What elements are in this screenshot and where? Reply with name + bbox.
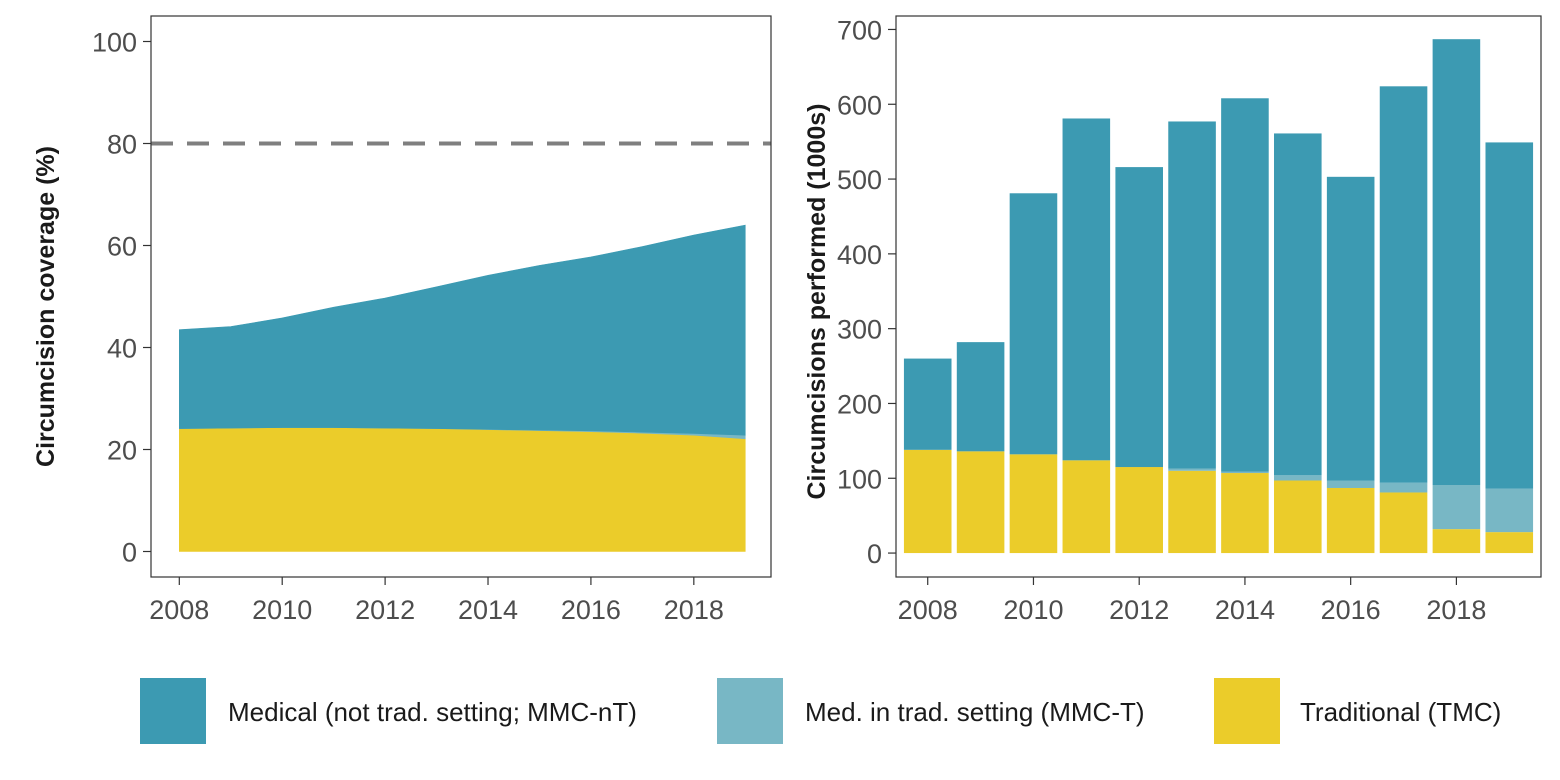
coverage-x-tick-label: 2008: [149, 595, 209, 625]
coverage-y-tick-label: 20: [107, 436, 137, 466]
legend-label-tmc: Traditional (TMC): [1300, 697, 1501, 727]
bar-mmc-t-2015: [1274, 475, 1322, 481]
circumcisions-y-tick-label: 400: [837, 240, 882, 270]
bar-mmc-t-2016: [1326, 480, 1375, 488]
legend-key-tmc: [1214, 678, 1280, 744]
bar-traditional-tmc-2012: [1115, 467, 1163, 554]
bar-mmc-t-2019: [1485, 488, 1534, 533]
legend-label-mmc-nt: Medical (not trad. setting; MMC-nT): [228, 697, 637, 727]
bar-mmc-nt-2013: [1168, 121, 1216, 469]
legend: Medical (not trad. setting; MMC-nT) Med.…: [140, 678, 1501, 744]
bar-traditional-tmc-2011: [1062, 460, 1111, 554]
bar-mmc-nt-2012: [1115, 167, 1163, 468]
bar-mmc-nt-2018: [1432, 39, 1481, 485]
bar-mmc-t-2018: [1432, 485, 1481, 530]
circumcisions-y-tick-label: 500: [837, 165, 882, 195]
bar-mmc-nt-2011: [1062, 118, 1111, 461]
circumcisions-y-tick-label: 100: [837, 464, 882, 494]
bar-mmc-nt-2016: [1326, 176, 1375, 481]
circumcisions-x-tick-label: 2012: [1109, 595, 1169, 625]
bar-traditional-tmc-2009: [956, 451, 1005, 554]
circumcisions-x-tick-label: 2010: [1003, 595, 1063, 625]
legend-key-mmc-t: [717, 678, 783, 744]
bar-traditional-tmc-2019: [1485, 532, 1534, 554]
bar-traditional-tmc-2015: [1274, 480, 1322, 554]
circumcisions-y-tick-label: 300: [837, 315, 882, 345]
coverage-area-layers: [179, 224, 746, 552]
bar-traditional-tmc-2010: [1009, 454, 1058, 554]
coverage-plot-frame: [150, 15, 772, 578]
bar-mmc-t-2013: [1168, 468, 1216, 471]
coverage-y-tick-label: 0: [122, 538, 137, 568]
coverage-x-tick-label: 2018: [664, 595, 724, 625]
circumcisions-y-axis-title: Circumcisions performed (1000s): [803, 104, 831, 500]
circumcisions-x-tick-label: 2016: [1321, 595, 1381, 625]
bar-mmc-nt-2014: [1221, 98, 1269, 472]
coverage-y-tick-label: 40: [107, 334, 137, 364]
circumcisions-plot-frame: [895, 15, 1542, 578]
coverage-y-axis-title: Circumcision coverage (%): [32, 146, 60, 467]
bar-mmc-t-2014: [1221, 471, 1269, 474]
bar-mmc-nt-2015: [1274, 133, 1322, 476]
bar-mmc-nt-2019: [1485, 142, 1534, 489]
coverage-x-tick-label: 2010: [252, 595, 312, 625]
bar-traditional-tmc-2014: [1221, 473, 1269, 554]
bar-traditional-tmc-2016: [1326, 487, 1375, 554]
coverage-y-tick-label: 100: [92, 28, 137, 58]
coverage-area-chart: 2008 2010 2012 2014 2016 2018 0 20 40 60 80 100 Ci…: [32, 15, 772, 625]
bar-mmc-nt-2009: [956, 342, 1005, 452]
coverage-x-tick-label: 2016: [561, 595, 621, 625]
bar-mmc-nt-2017: [1379, 86, 1428, 483]
circumcisions-x-tick-label: 2014: [1215, 595, 1275, 625]
bar-traditional-tmc-2017: [1379, 492, 1428, 554]
circumcisions-x-tick-label: 2018: [1426, 595, 1486, 625]
bar-traditional-tmc-2018: [1432, 529, 1481, 554]
bar-mmc-nt-2008: [903, 358, 952, 450]
coverage-y-axis: 0 20 40 60 80 100: [92, 28, 151, 568]
circumcisions-y-tick-label: 200: [837, 389, 882, 419]
bar-traditional-tmc-2013: [1168, 470, 1216, 554]
coverage-y-tick-label: 60: [107, 232, 137, 262]
legend-key-mmc-nt: [140, 678, 206, 744]
coverage-y-tick-label: 80: [107, 130, 137, 160]
circumcisions-y-tick-label: 0: [867, 539, 882, 569]
circumcisions-y-axis: 0 100 200 300 400 500 600 700: [837, 15, 896, 569]
area-mmc-nt: [179, 224, 746, 436]
circumcisions-y-tick-label: 700: [837, 15, 882, 45]
coverage-x-tick-label: 2012: [355, 595, 415, 625]
bar-traditional-tmc-2008: [903, 449, 952, 554]
area-traditional-tmc: [179, 427, 746, 552]
bar-mmc-t-2017: [1379, 482, 1428, 493]
coverage-x-axis: 2008 2010 2012 2014 2016 2018: [149, 577, 724, 625]
coverage-x-tick-label: 2014: [458, 595, 518, 625]
circumcisions-y-tick-label: 600: [837, 90, 882, 120]
circumcisions-bars: [903, 39, 1534, 554]
circumcisions-bar-chart: 2008 2010 2012 2014 2016 2018 0 100 200 300 400 50…: [803, 15, 1542, 625]
circumcisions-x-tick-label: 2008: [898, 595, 958, 625]
bar-mmc-nt-2010: [1009, 193, 1058, 455]
circumcisions-x-axis: 2008 2010 2012 2014 2016 2018: [898, 577, 1486, 625]
legend-label-mmc-t: Med. in trad. setting (MMC-T): [805, 697, 1145, 727]
